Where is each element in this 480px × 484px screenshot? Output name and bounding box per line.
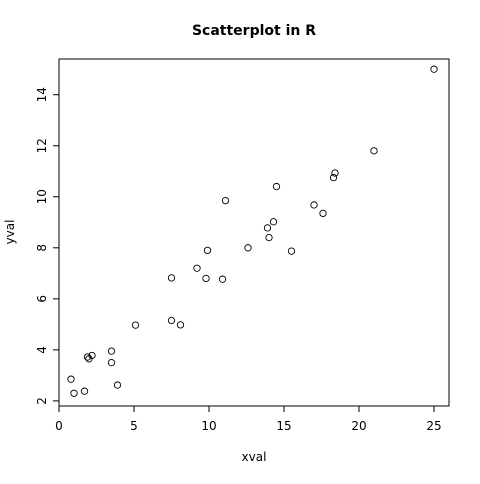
x-tick-label: 10 [201,419,216,433]
y-tick-label: 8 [35,244,49,252]
plot-area-border [59,59,449,406]
data-point [84,354,90,360]
data-point [431,66,437,72]
data-point [132,322,138,328]
data-point [222,197,228,203]
data-point [288,248,294,254]
y-tick-label: 4 [35,346,49,354]
data-point [204,247,210,253]
data-point [108,359,114,365]
x-tick-label: 5 [130,419,138,433]
data-point [245,245,251,251]
x-axis-label: xval [242,450,267,464]
x-tick-label: 15 [276,419,291,433]
data-point [273,183,279,189]
data-point [264,225,270,231]
chart-title: Scatterplot in R [192,23,316,39]
data-point [266,234,272,240]
data-point [168,317,174,323]
data-point [81,388,87,394]
y-axis: 2 4 6 8 10 12 14 [35,87,59,405]
data-point [311,202,317,208]
y-tick-label: 14 [35,87,49,102]
data-point [270,219,276,225]
data-point [320,210,326,216]
data-point [68,376,74,382]
points-layer [68,66,437,396]
data-point [168,275,174,281]
data-point [114,382,120,388]
x-tick-label: 20 [351,419,366,433]
data-point [108,348,114,354]
x-tick-label: 0 [55,419,63,433]
x-tick-label: 25 [426,419,441,433]
data-point [194,265,200,271]
y-tick-label: 12 [35,138,49,153]
y-tick-label: 2 [35,397,49,405]
data-point [71,390,77,396]
data-point [203,275,209,281]
y-axis-label: yval [3,220,17,245]
y-tick-label: 6 [35,295,49,303]
x-axis: 0 5 10 15 20 25 [55,406,441,433]
data-point [371,148,377,154]
data-point [177,322,183,328]
y-tick-label: 10 [35,189,49,204]
data-point [219,276,225,282]
